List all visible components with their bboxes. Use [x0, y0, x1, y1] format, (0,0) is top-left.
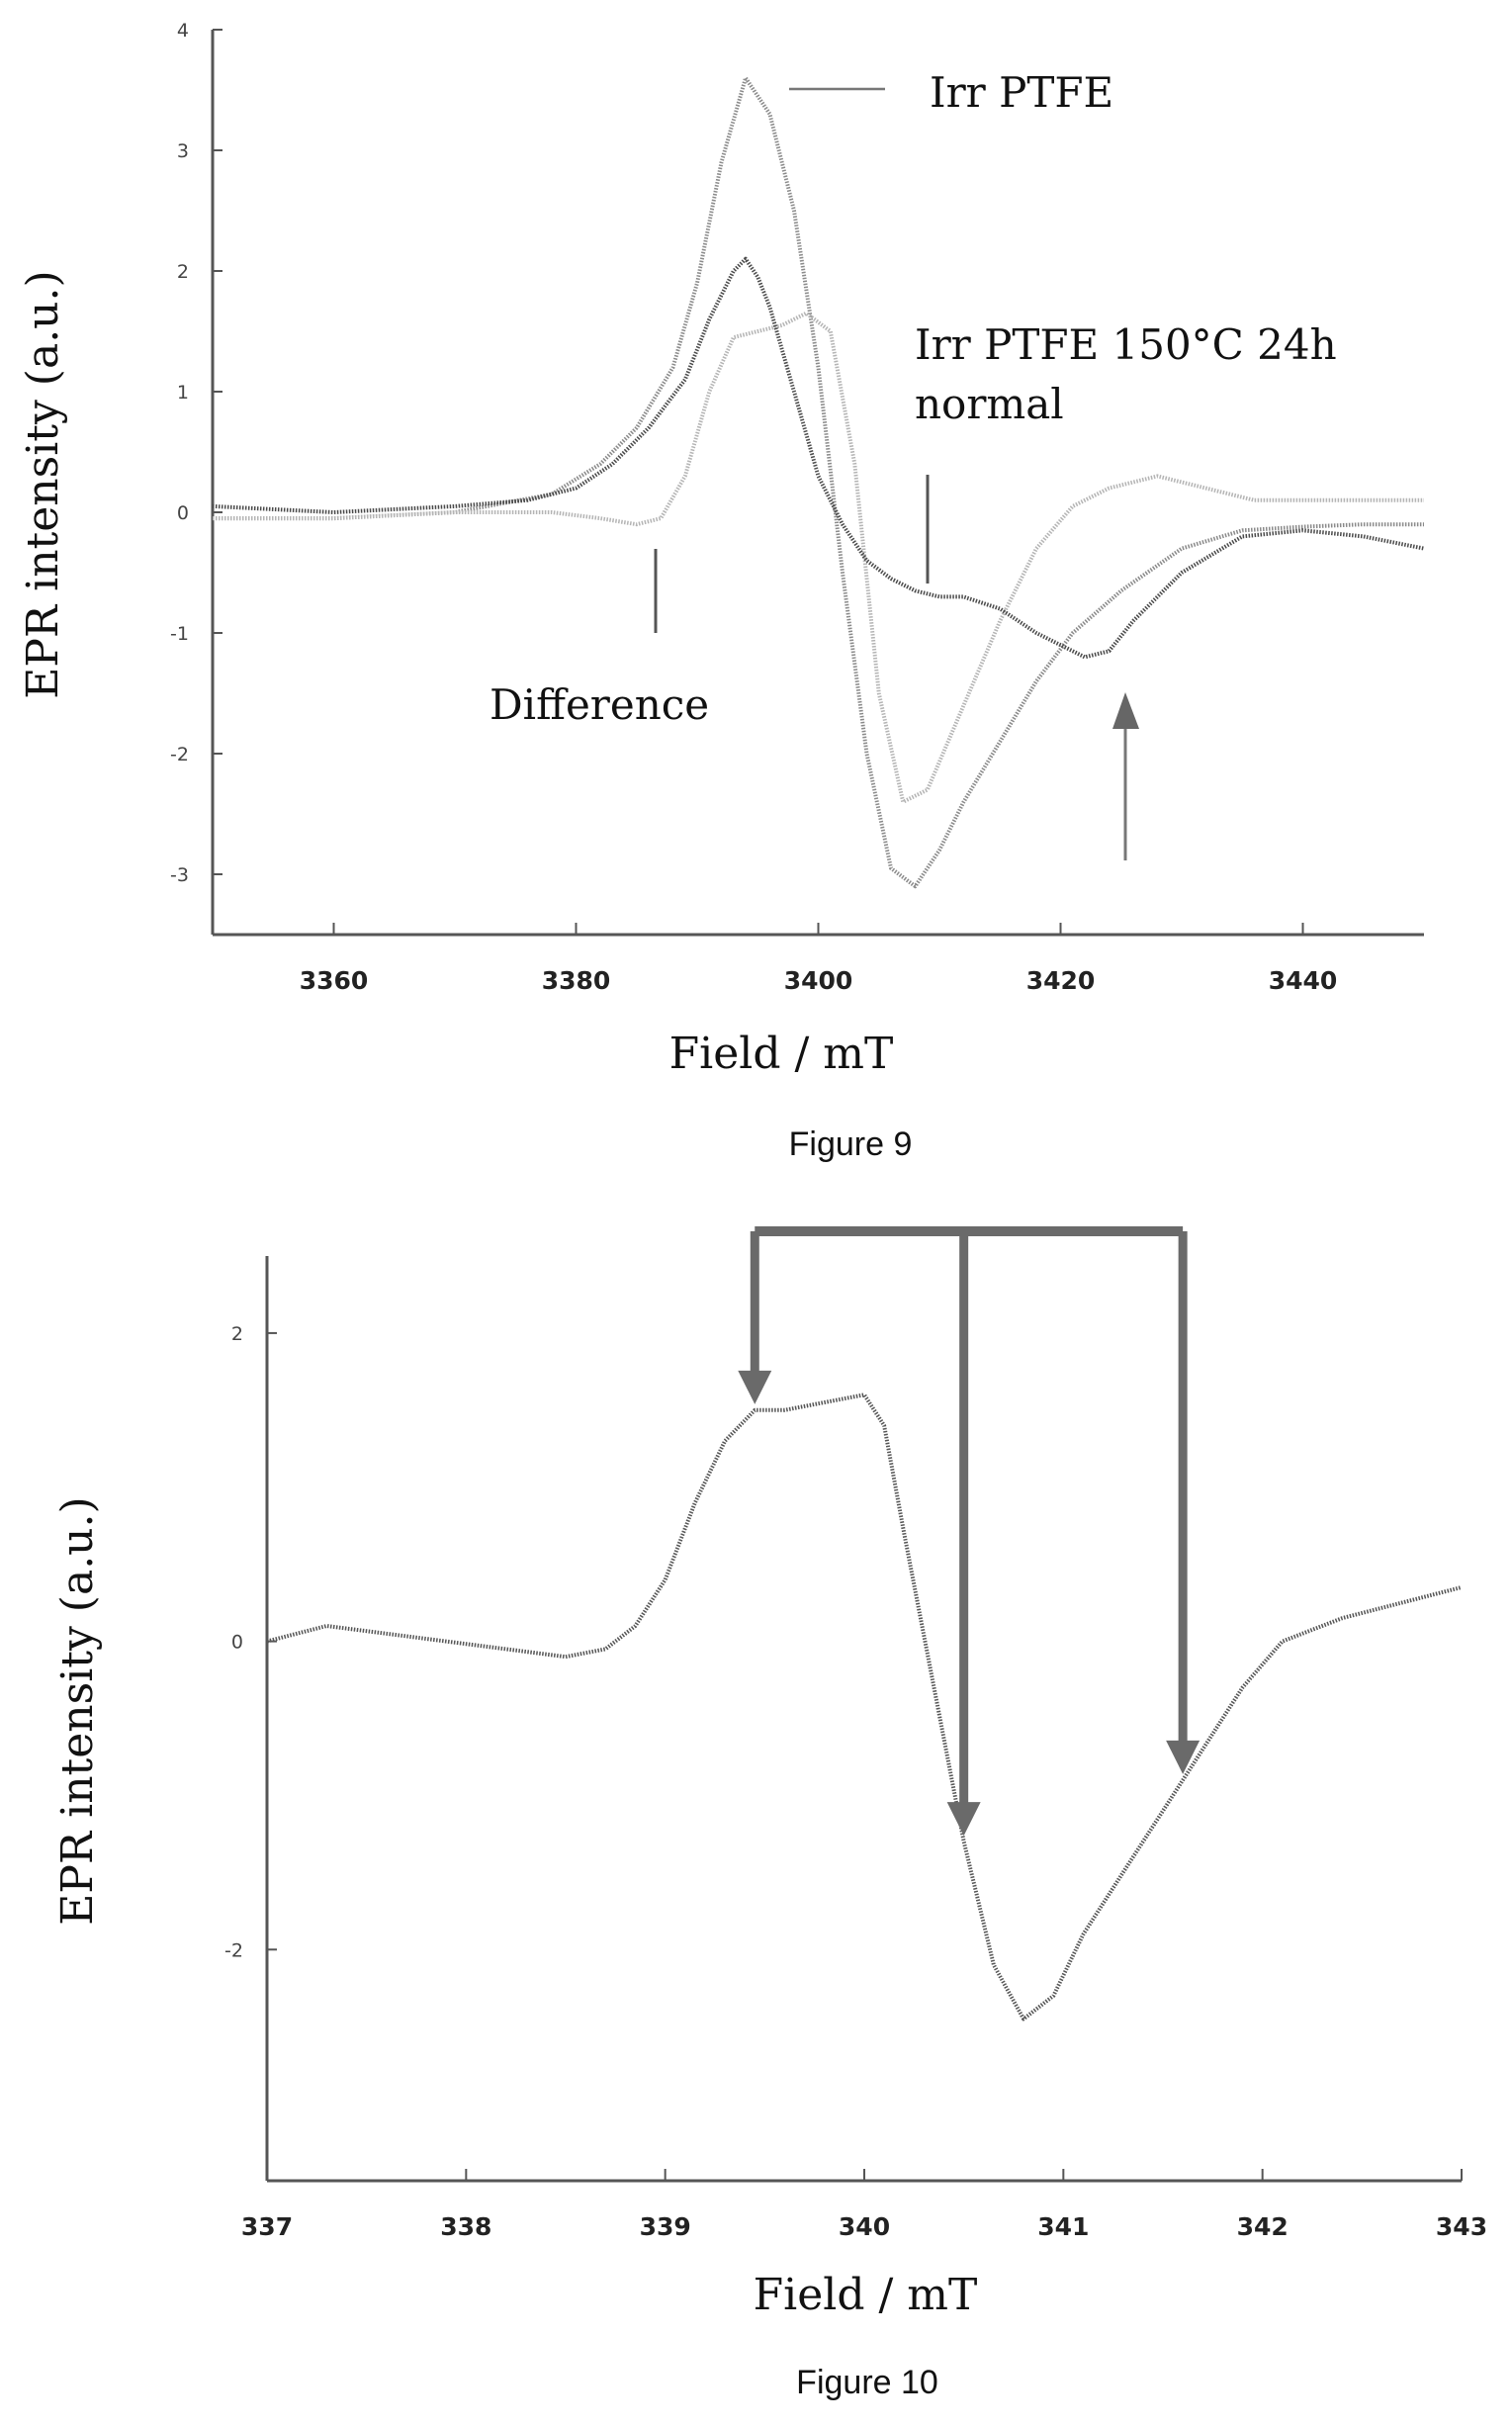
y-axis-label: EPR intensity (a.u.) [18, 270, 68, 698]
x-tick-label: 337 [241, 2212, 293, 2241]
y-tick-label: -2 [224, 1939, 243, 1961]
x-tick-label: 341 [1037, 2212, 1089, 2241]
figure-caption: Figure 10 [796, 2364, 938, 2401]
x-tick-label: 3360 [300, 966, 369, 995]
annotation-irr-ptfe-150: Irr PTFE 150°C 24h [915, 320, 1337, 369]
bracket-arrow-head-icon [738, 1370, 772, 1404]
x-tick-label: 343 [1436, 2212, 1487, 2241]
x-axis-label: Field / mT [754, 2270, 978, 2320]
peak-bracket [738, 1226, 1201, 1837]
series-line-irr-ptfe-150-c-24h [213, 311, 1424, 804]
x-ticks: 3360 3380 3400 3420 3440 [300, 923, 1338, 995]
y-tick-label: -2 [170, 744, 189, 765]
series-line-series-0 [266, 1393, 1463, 2022]
series-line-irr-ptfe [213, 75, 1424, 889]
y-axis-label: EPR intensity (a.u.) [52, 1496, 103, 1925]
y-tick-label: 1 [177, 382, 189, 404]
series-lines [212, 75, 1425, 889]
x-axis-label: Field / mT [669, 1029, 894, 1079]
x-ticks: 337 338 339 340 341 342 343 [241, 2169, 1487, 2241]
y-ticks: 4 3 2 1 0 -1 -2 -3 [170, 20, 222, 886]
series-line-difference [212, 256, 1425, 660]
x-tick-label: 3440 [1269, 966, 1338, 995]
figure-9-chart: 4 3 2 1 0 -1 -2 -3 3360 3380 3400 3420 3440 Irr PTF… [18, 20, 1425, 1163]
y-tick-label: 2 [177, 261, 189, 283]
x-tick-label: 3420 [1026, 966, 1096, 995]
bracket-arrow-head-icon [946, 1802, 981, 1837]
bracket-arrow-head-icon [1166, 1740, 1201, 1774]
y-tick-label: 3 [177, 140, 189, 162]
y-tick-label: 4 [177, 20, 189, 42]
annotation-difference: Difference [489, 680, 709, 729]
x-tick-label: 342 [1237, 2212, 1289, 2241]
x-tick-label: 339 [640, 2212, 691, 2241]
x-tick-label: 3380 [542, 966, 611, 995]
series-lines [266, 1393, 1463, 2022]
legend-label-irr-ptfe: Irr PTFE [930, 68, 1113, 117]
y-ticks: 2 0 -2 [224, 1323, 277, 1961]
y-tick-label: -3 [170, 864, 189, 886]
annotation-normal: normal [915, 380, 1064, 428]
y-tick-label: 2 [231, 1323, 243, 1345]
y-tick-label: 0 [177, 502, 189, 524]
x-tick-label: 338 [440, 2212, 491, 2241]
y-tick-label: 0 [231, 1632, 243, 1654]
figure-caption: Figure 9 [789, 1125, 913, 1163]
y-tick-label: -1 [170, 623, 189, 645]
x-tick-label: 3400 [784, 966, 853, 995]
x-tick-label: 340 [839, 2212, 890, 2241]
arrow-head-icon [1112, 692, 1139, 729]
figure-10-chart: 2 0 -2 337 338 339 340 341 342 343 Field / mT EP… [52, 1226, 1487, 2401]
